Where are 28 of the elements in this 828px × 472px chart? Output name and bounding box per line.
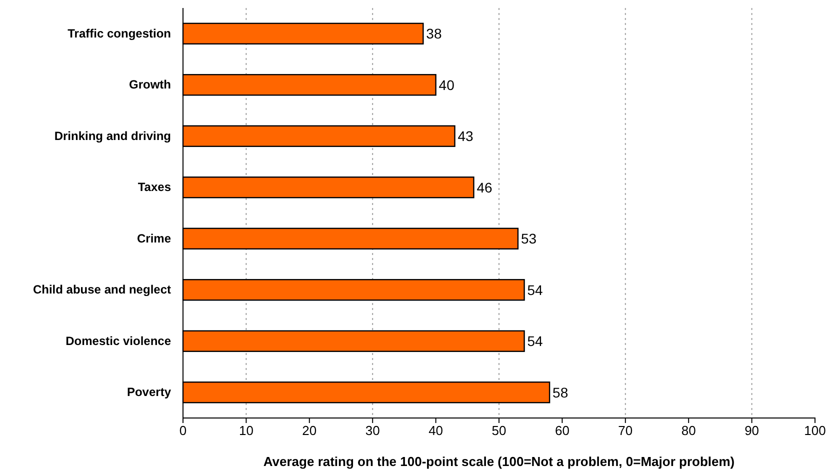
x-tick-label: 0	[179, 423, 187, 438]
x-tick-label: 60	[554, 423, 570, 438]
data-label: 40	[438, 76, 455, 93]
x-tick-label: 30	[365, 423, 380, 438]
data-label: 43	[458, 128, 474, 144]
x-tick-label: 80	[681, 423, 696, 438]
y-tick-label: Taxes	[138, 180, 172, 194]
y-tick-label: Drinking and driving	[54, 128, 171, 143]
x-tick-label: 90	[744, 423, 760, 438]
x-tick-label: 50	[492, 423, 506, 438]
data-label: 58	[552, 384, 568, 400]
data-label: 38	[426, 26, 442, 42]
x-tick-label: 20	[302, 423, 317, 438]
x-axis-title: Average rating on the 100-point scale (100=Not a problem, 0=Major problem)	[263, 454, 735, 469]
x-tick-label: 10	[238, 423, 254, 438]
y-tick-label: Crime	[136, 231, 172, 246]
data-label: 54	[527, 333, 544, 350]
data-label: 46	[476, 179, 493, 196]
data-label: 53	[520, 230, 537, 247]
y-tick-label: Domestic violence	[66, 334, 172, 348]
x-tick-label: 100	[804, 423, 826, 438]
y-tick-label: Poverty	[126, 385, 172, 400]
y-tick-label: Traffic congestion	[68, 26, 171, 40]
x-tick-label: 40	[428, 423, 444, 438]
x-tick-label: 70	[618, 423, 633, 438]
y-tick-label: Child abuse and neglect	[32, 282, 171, 297]
y-tick-label: Growth	[129, 78, 171, 92]
data-label: 54	[527, 282, 544, 298]
